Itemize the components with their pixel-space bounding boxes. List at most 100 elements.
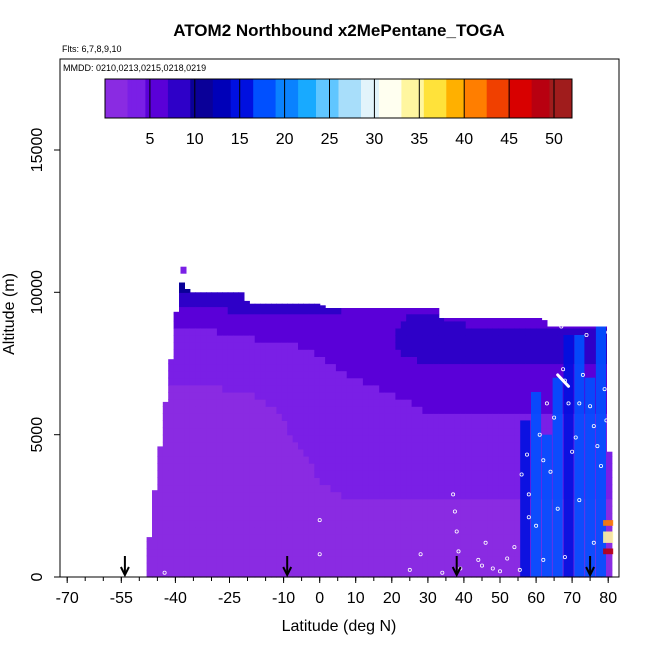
field-cell — [590, 370, 597, 379]
field-cell — [444, 520, 451, 528]
colorbar-cell — [163, 79, 169, 118]
field-cell — [444, 484, 451, 493]
field-cell — [390, 356, 396, 365]
field-cell — [271, 441, 277, 450]
field-cell — [546, 406, 553, 414]
field-cell — [541, 327, 548, 336]
field-cell — [487, 562, 494, 571]
field-cell — [352, 527, 359, 535]
field-cell — [352, 313, 359, 322]
field-cell — [552, 327, 559, 336]
field-cell — [157, 491, 164, 500]
field-cell — [233, 534, 240, 542]
field-cell — [568, 326, 575, 329]
field-cell — [503, 370, 510, 379]
field-cell — [482, 541, 488, 550]
field-cell — [482, 555, 488, 564]
field-cell — [238, 377, 245, 386]
field-cell — [260, 327, 267, 336]
field-cell — [195, 505, 202, 514]
field-cell — [357, 342, 364, 350]
field-cell — [303, 327, 310, 336]
field-cell — [346, 491, 353, 500]
field-cell — [314, 534, 321, 542]
colorbar-cell — [464, 79, 470, 118]
field-cell — [514, 555, 521, 564]
field-cell — [325, 420, 332, 429]
field-cell — [260, 527, 267, 535]
field-cell — [287, 463, 294, 471]
field-cell — [492, 427, 499, 436]
field-cell — [303, 320, 310, 329]
field-cell — [427, 370, 434, 379]
field-cell — [200, 562, 207, 571]
field-cell — [476, 548, 483, 557]
field-cell — [341, 491, 348, 500]
field-cell — [362, 505, 369, 514]
field-cell — [395, 498, 402, 507]
field-cell — [168, 441, 175, 450]
field-cell — [276, 498, 283, 507]
field-cell — [454, 356, 461, 365]
field-cell — [157, 448, 164, 457]
field-cell — [146, 548, 153, 557]
field-cell — [460, 527, 467, 535]
field-cell — [476, 320, 483, 329]
field-cell — [157, 555, 164, 564]
field-cell — [341, 356, 348, 365]
field-cell — [519, 392, 526, 400]
field-cell — [249, 406, 256, 414]
field-cell — [487, 456, 494, 464]
field-cell — [433, 356, 440, 365]
field-cell — [400, 513, 407, 521]
field-cell — [411, 484, 418, 493]
field-cell — [492, 513, 499, 521]
field-cell — [509, 520, 515, 528]
field-cell — [492, 392, 499, 400]
field-cell — [509, 569, 515, 578]
field-cell — [308, 363, 315, 372]
field-cell — [390, 384, 396, 393]
field-cell — [195, 306, 202, 315]
field-cell — [179, 498, 185, 507]
field-cell — [509, 463, 515, 471]
field-cell — [427, 555, 434, 564]
field-cell — [287, 456, 294, 464]
field-cell — [379, 335, 386, 343]
field-cell — [249, 534, 256, 542]
field-cell — [179, 520, 185, 528]
field-cell — [184, 342, 191, 350]
field-cell — [222, 313, 229, 322]
field-cell — [227, 569, 234, 578]
colorbar-cell — [194, 79, 200, 118]
field-cell — [265, 441, 272, 450]
field-cell — [335, 456, 342, 464]
colorbar-cell — [392, 79, 398, 118]
field-cell — [335, 313, 342, 322]
field-cell — [303, 470, 310, 478]
field-cell — [390, 555, 396, 564]
field-cell — [173, 313, 180, 322]
colorbar-cell — [118, 79, 124, 118]
field-cell — [362, 463, 369, 471]
patch-cell — [603, 531, 614, 543]
field-cell — [525, 363, 532, 372]
field-cell — [368, 392, 375, 400]
field-cell — [400, 356, 407, 365]
field-cell — [406, 470, 413, 478]
field-cell — [390, 541, 396, 550]
field-cell — [606, 569, 613, 578]
field-cell — [449, 420, 456, 429]
field-cell — [157, 548, 164, 557]
field-cell — [189, 384, 196, 393]
field-cell — [449, 470, 456, 478]
field-cell — [482, 470, 488, 478]
colorbar-cell — [253, 79, 259, 118]
field-cell — [438, 470, 445, 478]
field-cell — [173, 484, 180, 493]
field-cell — [487, 448, 494, 457]
field-cell — [189, 441, 196, 450]
field-cell — [330, 555, 337, 564]
field-cell — [390, 562, 396, 571]
field-cell — [498, 377, 505, 386]
